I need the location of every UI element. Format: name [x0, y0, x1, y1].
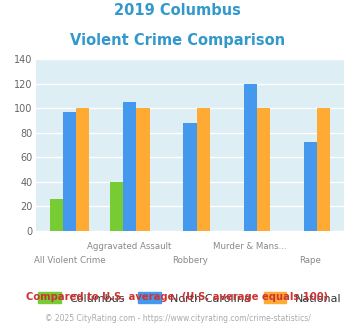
- Bar: [76, 109, 89, 231]
- Text: Violent Crime Comparison: Violent Crime Comparison: [70, 33, 285, 48]
- Bar: [244, 84, 257, 231]
- Bar: [50, 199, 63, 231]
- Text: © 2025 CityRating.com - https://www.cityrating.com/crime-statistics/: © 2025 CityRating.com - https://www.city…: [45, 314, 310, 323]
- Bar: [183, 123, 197, 231]
- Bar: [110, 182, 123, 231]
- Bar: [63, 112, 76, 231]
- Legend: Columbus, North Carolina, National: Columbus, North Carolina, National: [34, 288, 346, 308]
- Text: 2019 Columbus: 2019 Columbus: [114, 3, 241, 18]
- Text: Compared to U.S. average. (U.S. average equals 100): Compared to U.S. average. (U.S. average …: [26, 292, 329, 302]
- Text: Aggravated Assault: Aggravated Assault: [87, 242, 172, 251]
- Text: Robbery: Robbery: [172, 256, 208, 265]
- Bar: [197, 109, 210, 231]
- Bar: [136, 109, 149, 231]
- Text: Murder & Mans...: Murder & Mans...: [213, 242, 287, 251]
- Bar: [123, 102, 136, 231]
- Bar: [257, 109, 270, 231]
- Bar: [304, 142, 317, 231]
- Text: Rape: Rape: [300, 256, 321, 265]
- Text: All Violent Crime: All Violent Crime: [34, 256, 105, 265]
- Bar: [317, 109, 330, 231]
